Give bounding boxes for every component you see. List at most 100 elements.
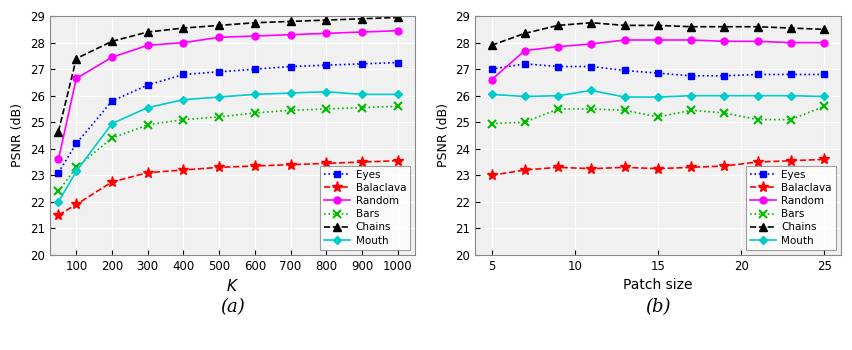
Eyes [719,74,729,78]
Chains [72,56,82,61]
Mouth [321,90,331,94]
Line: Mouth: Mouth [55,89,400,205]
Chains [178,26,188,30]
Eyes [250,67,260,71]
Bars [520,120,530,124]
Mouth [106,121,117,126]
Random [719,39,729,43]
Mouth [520,94,530,99]
Bars [285,108,296,112]
Random [72,76,82,80]
Mouth [142,106,153,110]
Bars [393,104,403,108]
Chains [520,31,530,35]
Chains [357,17,367,21]
Chains [142,30,153,34]
Text: (b): (b) [645,298,671,316]
Eyes [106,99,117,103]
Mouth [214,95,224,99]
Line: Random: Random [55,27,401,163]
Bars [54,189,64,193]
Random [653,38,663,42]
Random [619,38,630,42]
Eyes [178,72,188,77]
Mouth [393,92,403,97]
Random [106,55,117,60]
Chains [486,43,497,47]
Mouth [250,92,260,97]
Line: Bars: Bars [55,102,402,195]
Chains [752,25,763,29]
Eyes [142,83,153,87]
Y-axis label: PSNR (dB): PSNR (dB) [436,104,450,168]
Bars [250,111,260,115]
Balaclava [520,168,530,172]
Bars [321,107,331,111]
Bars [106,136,117,140]
Balaclava [653,167,663,171]
Bars [142,123,153,127]
Chains [106,39,117,43]
Random [752,39,763,43]
Chains [819,27,829,32]
Random [357,30,367,34]
Bars [719,111,729,115]
Random [321,31,331,35]
Line: Bars: Bars [487,102,828,128]
Legend: Eyes, Balaclava, Random, Bars, Chains, Mouth: Eyes, Balaclava, Random, Bars, Chains, M… [320,166,411,250]
Balaclava [719,164,729,168]
Mouth [586,88,596,92]
Random [285,33,296,37]
Eyes [819,72,829,77]
Line: Random: Random [488,36,828,83]
Mouth [819,94,829,99]
Random [486,78,497,82]
Eyes [54,170,64,175]
Eyes [553,64,563,69]
Random [54,157,64,161]
Random [393,29,403,33]
Balaclava [357,160,367,164]
Line: Chains: Chains [55,13,402,136]
Balaclava [553,165,563,169]
Chains [786,26,796,30]
Chains [586,21,596,25]
Mouth [72,169,82,173]
Bars [214,115,224,119]
Line: Eyes: Eyes [55,59,401,176]
Mouth [653,95,663,99]
Chains [619,23,630,28]
Chains [653,23,663,28]
Eyes [619,68,630,72]
Random [686,38,696,42]
Random [178,41,188,45]
Bars [786,118,796,122]
Eyes [686,74,696,78]
Line: Eyes: Eyes [488,61,828,79]
Mouth [54,200,64,204]
Bars [553,107,563,111]
Balaclava [619,165,630,169]
Line: Mouth: Mouth [489,88,827,100]
Chains [214,23,224,28]
Balaclava [142,170,153,175]
Bars [486,121,497,126]
Mouth [486,92,497,97]
Balaclava [686,165,696,169]
Mouth [752,93,763,98]
Chains [285,19,296,23]
Random [553,44,563,49]
Balaclava [178,168,188,172]
Random [819,41,829,45]
Bars [619,108,630,112]
Mouth [619,95,630,99]
Chains [54,130,64,134]
Mouth [178,98,188,102]
Mouth [285,91,296,95]
Bars [586,107,596,111]
Eyes [520,62,530,66]
Balaclava [250,164,260,168]
Bars [72,165,82,169]
Balaclava [586,167,596,171]
Random [142,43,153,47]
